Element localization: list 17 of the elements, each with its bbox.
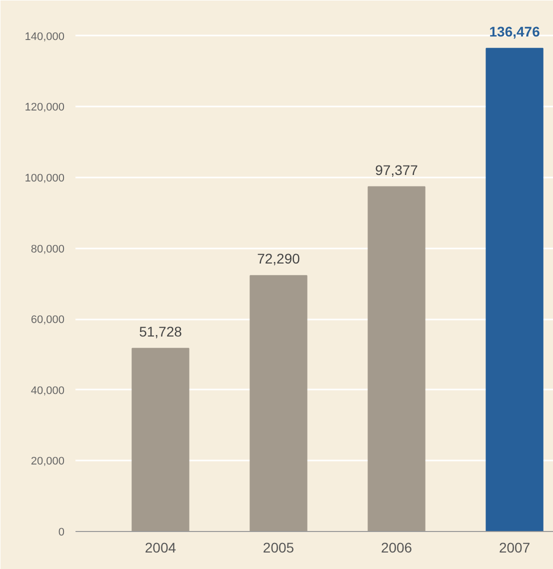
data-label: 51,728 bbox=[139, 323, 182, 340]
y-tick-label: 40,000 bbox=[30, 384, 65, 397]
x-tick-label: 2005 bbox=[262, 540, 294, 556]
data-label: 72,290 bbox=[257, 250, 300, 267]
x-tick-label: 2006 bbox=[380, 540, 412, 556]
data-label: 97,377 bbox=[375, 162, 418, 178]
y-tick-label: 100,000 bbox=[24, 172, 65, 184]
y-tick-label: 80,000 bbox=[30, 243, 65, 256]
y-tick-label: 0 bbox=[58, 526, 65, 538]
bar bbox=[486, 48, 544, 532]
y-tick-label: 60,000 bbox=[30, 314, 65, 326]
data-label: 136,476 bbox=[489, 23, 540, 40]
y-tick-label: 140,000 bbox=[24, 30, 65, 43]
x-tick-label: 2004 bbox=[144, 540, 176, 556]
y-tick-label: 20,000 bbox=[30, 456, 65, 468]
x-tick-label: 2007 bbox=[498, 540, 530, 556]
y-tick-label: 120,000 bbox=[24, 102, 65, 114]
